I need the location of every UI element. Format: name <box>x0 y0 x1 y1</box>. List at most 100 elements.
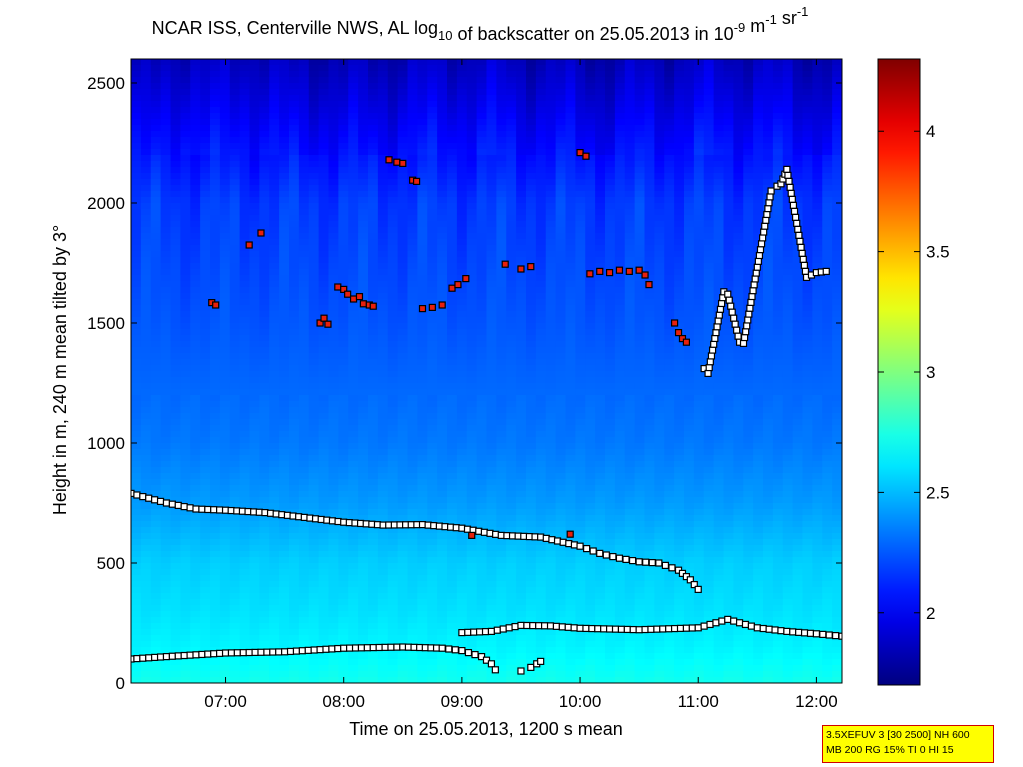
heatmap-cell <box>506 275 517 282</box>
heatmap-cell <box>308 167 320 174</box>
heatmap-cell <box>585 383 596 390</box>
heatmap-cell <box>822 239 833 246</box>
heatmap-cell <box>565 227 576 234</box>
heatmap-cell <box>822 179 833 186</box>
heatmap-cell <box>437 191 448 198</box>
heatmap-cell <box>723 353 734 360</box>
heatmap-cell <box>190 401 201 408</box>
heatmap-cell <box>743 65 754 72</box>
heatmap-cell <box>634 335 646 342</box>
heatmap-cell <box>624 281 636 288</box>
heatmap-cell <box>763 131 774 138</box>
heatmap-cell <box>782 287 794 294</box>
heatmap-cell <box>565 179 576 186</box>
heatmap-cell <box>545 389 557 396</box>
heatmap-cell <box>466 239 478 246</box>
heatmap-cell <box>308 389 320 396</box>
heatmap-cell <box>377 347 389 354</box>
heatmap-cell <box>614 323 626 330</box>
heatmap-cell <box>832 77 842 84</box>
heatmap-cell <box>832 185 842 192</box>
heatmap-cell <box>259 461 270 468</box>
heatmap-cell <box>298 131 310 138</box>
heatmap-cell <box>417 209 428 216</box>
heatmap-cell <box>822 335 833 342</box>
heatmap-cell <box>239 383 251 390</box>
heatmap-cell <box>338 299 349 306</box>
heatmap-cell <box>812 59 823 66</box>
heatmap-cell <box>743 455 754 462</box>
heatmap-cell <box>368 191 379 198</box>
heatmap-cell <box>200 131 211 138</box>
heatmap-cell <box>703 437 715 444</box>
heatmap-cell <box>476 215 488 222</box>
heatmap-cell <box>703 377 715 384</box>
heatmap-cell <box>358 167 369 174</box>
heatmap-cell <box>397 341 409 348</box>
heatmap-cell <box>624 461 636 468</box>
heatmap-cell <box>703 161 715 168</box>
heatmap-cell <box>535 335 547 342</box>
heatmap-cell <box>516 467 527 474</box>
heatmap-cell <box>595 371 606 378</box>
heatmap-cell <box>634 413 646 420</box>
heatmap-cell <box>447 239 458 246</box>
heatmap-cell <box>832 461 842 468</box>
heatmap-cell <box>348 215 359 222</box>
heatmap-cell <box>180 197 191 204</box>
heatmap-cell <box>407 95 418 102</box>
heatmap-cell <box>575 245 586 252</box>
heatmap-cell <box>782 353 794 360</box>
heatmap-cell <box>318 305 330 312</box>
heatmap-cell <box>269 359 280 366</box>
heatmap-cell <box>822 113 833 120</box>
heatmap-cell <box>348 71 359 78</box>
heatmap-cell <box>763 149 774 156</box>
heatmap-cell <box>772 203 784 210</box>
heatmap-cell <box>180 383 191 390</box>
heatmap-cell <box>249 179 260 186</box>
heatmap-cell <box>229 329 241 336</box>
heatmap-cell <box>772 221 784 228</box>
heatmap-cell <box>387 125 399 132</box>
heatmap-cell <box>239 203 251 210</box>
heatmap-cell <box>131 89 142 96</box>
heatmap-cell <box>486 173 497 180</box>
heatmap-cell <box>259 359 270 366</box>
heatmap-cell <box>437 347 448 354</box>
heatmap-cell <box>664 347 675 354</box>
heatmap-cell <box>210 413 221 420</box>
heatmap-cell <box>249 407 260 414</box>
heatmap-cell <box>456 443 468 450</box>
heatmap-cell <box>575 413 586 420</box>
heatmap-cell <box>397 335 409 342</box>
heatmap-cell <box>308 197 320 204</box>
heatmap-cell <box>555 287 567 294</box>
heatmap-cell <box>535 101 547 108</box>
heatmap-cell <box>259 281 270 288</box>
heatmap-cell <box>654 443 665 450</box>
heatmap-cell <box>447 161 458 168</box>
heatmap-cell <box>535 281 547 288</box>
heatmap-cell <box>555 221 567 228</box>
heatmap-cell <box>605 413 616 420</box>
heatmap-cell <box>447 95 458 102</box>
heatmap-cell <box>170 101 181 108</box>
heatmap-cell <box>249 455 260 462</box>
heatmap-cell <box>338 125 349 132</box>
heatmap-cell <box>437 389 448 396</box>
heatmap-cell <box>131 239 142 246</box>
heatmap-cell <box>239 179 251 186</box>
heatmap-cell <box>358 83 369 90</box>
heatmap-cell <box>239 77 251 84</box>
heatmap-cell <box>832 215 842 222</box>
heatmap-cell <box>338 161 349 168</box>
heatmap-cell <box>170 389 181 396</box>
heatmap-cell <box>348 239 359 246</box>
heatmap-cell <box>605 197 616 204</box>
heatmap-cell <box>447 431 458 438</box>
heatmap-cell <box>486 287 497 294</box>
heatmap-cell <box>743 77 754 84</box>
heatmap-cell <box>526 383 537 390</box>
heatmap-cell <box>338 203 349 210</box>
